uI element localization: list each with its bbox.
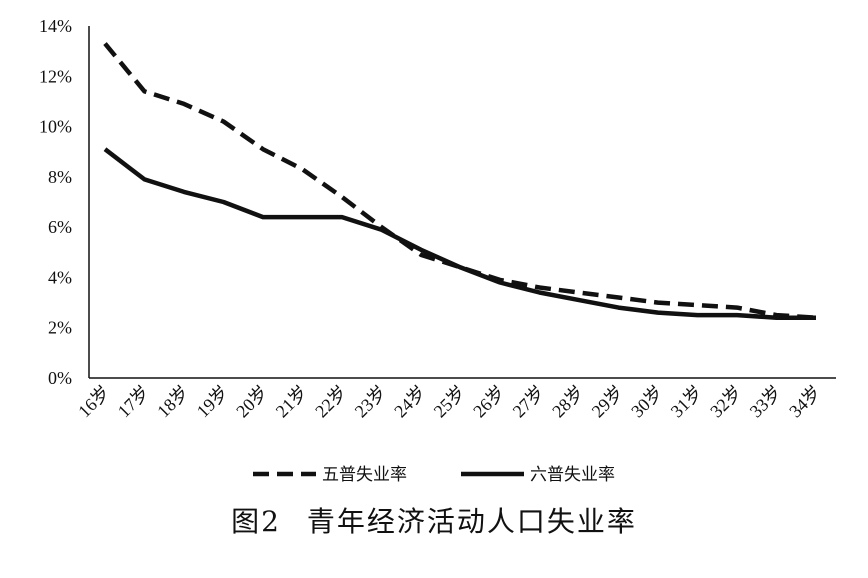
- y-tick-label: 0%: [48, 368, 72, 388]
- legend-label-wupu: 五普失业率: [322, 465, 407, 485]
- x-tick-label: 23岁: [351, 382, 391, 422]
- x-tick-label: 24岁: [390, 382, 430, 422]
- x-tick-label: 21岁: [272, 382, 312, 422]
- x-tick-label: 20岁: [232, 382, 272, 422]
- series-line-liupu: [103, 147, 816, 320]
- x-tick-label: 34岁: [785, 382, 825, 422]
- x-tick-label: 22岁: [311, 382, 351, 422]
- y-tick-label: 4%: [48, 267, 72, 287]
- y-tick-label: 8%: [48, 167, 72, 187]
- x-tick-label: 16岁: [74, 382, 114, 422]
- figure-caption: 图2 青年经济活动人口失业率: [0, 500, 868, 540]
- x-tick-label: 26岁: [469, 382, 509, 422]
- y-tick-label: 10%: [39, 117, 72, 137]
- x-tick-label: 28岁: [548, 382, 588, 422]
- x-tick-label: 19岁: [193, 382, 233, 422]
- x-tick-label: 18岁: [153, 382, 193, 422]
- x-tick-label: 29岁: [588, 382, 628, 422]
- y-tick-labels: 0% 2% 4% 6% 8% 10% 12% 14%: [39, 16, 72, 388]
- y-tick-label: 14%: [39, 16, 72, 36]
- x-tick-label: 30岁: [627, 382, 667, 422]
- x-tick-label: 27岁: [509, 382, 549, 422]
- x-tick-label: 17岁: [114, 382, 154, 422]
- y-tick-label: 12%: [39, 66, 72, 86]
- y-tick-label: 2%: [48, 318, 72, 338]
- series-line-wupu: [103, 42, 817, 320]
- y-tick-label: 6%: [48, 217, 72, 237]
- legend-label-liupu: 六普失业率: [530, 465, 615, 485]
- series-lines: [103, 42, 817, 320]
- line-chart: 0% 2% 4% 6% 8% 10% 12% 14% 16岁 17岁 18岁 19岁 20岁 21岁 22…: [39, 16, 836, 485]
- figure-title: 青年经济活动人口失业率: [306, 505, 637, 538]
- x-tick-label: 32岁: [706, 382, 746, 422]
- x-tick-labels: 16岁 17岁 18岁 19岁 20岁 21岁 22岁 23岁 24岁 25岁 26岁 27岁 28岁 2…: [74, 382, 825, 422]
- x-tick-label: 25岁: [430, 382, 470, 422]
- legend: 五普失业率 六普失业率: [253, 465, 615, 485]
- x-tick-label: 31岁: [667, 382, 707, 422]
- figure-number: 图2: [231, 505, 281, 538]
- x-tick-label: 33岁: [746, 382, 786, 422]
